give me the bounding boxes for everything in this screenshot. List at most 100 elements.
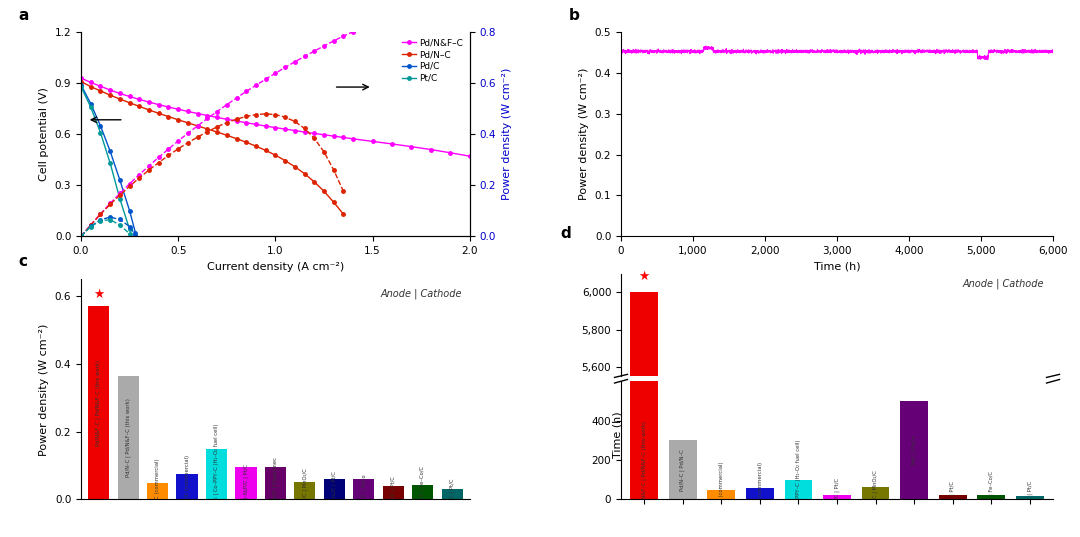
Pd/N&F–C: [143, 99, 156, 105]
Bar: [784, 480, 812, 499]
Bar: [669, 440, 697, 499]
Pd/N&F–C: [502, 179, 515, 185]
Pd/N&F–C: [347, 136, 360, 142]
Text: PdSn/C | Pt/C: PdSn/C | Pt/C: [1027, 481, 1032, 515]
Text: d: d: [561, 226, 571, 241]
Pd/N–C: [75, 78, 87, 85]
Bar: [265, 467, 286, 499]
Y-axis label: Power density (W cm⁻²): Power density (W cm⁻²): [501, 68, 512, 200]
Pd/N–C: [152, 110, 165, 117]
Text: PtRu black | Co–PPY–C (H₂–O₂ fuel cell): PtRu black | Co–PPY–C (H₂–O₂ fuel cell): [214, 424, 219, 524]
Line: Pd/C: Pd/C: [79, 83, 137, 235]
Pd/N–C: [240, 139, 253, 146]
Pd/N&F–C: [498, 172, 511, 179]
Text: Pd/N–C | Pd/N–C: Pd/N–C | Pd/N–C: [680, 449, 686, 491]
Pd/C: [94, 122, 107, 129]
Pt/C: [104, 160, 117, 166]
Pd/N&F–C: [405, 143, 418, 150]
Text: Pd/N–C | Pd/N&F–C (this work): Pd/N–C | Pd/N&F–C (this work): [125, 398, 131, 477]
Pd/N&F–C: [298, 129, 311, 135]
Text: Pt/C | Pt/C (commercial): Pt/C | Pt/C (commercial): [185, 455, 190, 518]
Pd/N&F–C: [463, 153, 476, 159]
Text: ★: ★: [638, 270, 650, 283]
Text: Pd/N&F–C | Pd/N&F–C (this work): Pd/N&F–C | Pd/N&F–C (this work): [96, 360, 102, 446]
Pd/N&F–C: [94, 83, 107, 90]
Bar: [382, 486, 404, 499]
Text: PdSnC | Pt/C: PdSnC | Pt/C: [449, 478, 455, 511]
Bar: [324, 479, 345, 499]
Pd/N–C: [288, 163, 301, 170]
Text: Pd–CeO₂/C | Fe–Co/C: Pd–CeO₂/C | Fe–Co/C: [988, 471, 994, 524]
Pd/C: [113, 177, 126, 183]
Pd/N&F–C: [473, 157, 486, 163]
Pt/C: [123, 226, 136, 233]
X-axis label: Current density (A cm⁻²): Current density (A cm⁻²): [206, 262, 345, 272]
Line: Pd/N–C: Pd/N–C: [79, 80, 346, 216]
Pd/N&F–C: [123, 93, 136, 100]
Pd/N–C: [133, 103, 146, 110]
Pd/N–C: [230, 135, 243, 142]
Text: PtRu/C | Pt/C: PtRu/C | Pt/C: [950, 481, 956, 514]
Bar: [442, 489, 462, 499]
Pd/N–C: [211, 129, 224, 135]
Bar: [413, 485, 433, 499]
Pd/N&F–C: [279, 126, 292, 132]
Pd/N–C: [249, 143, 262, 149]
Pd/N–C: [104, 92, 117, 98]
Pd/C: [75, 82, 87, 88]
Text: ★: ★: [93, 288, 105, 301]
Pd/N&F–C: [162, 104, 175, 110]
Text: PtRu/C | Pt/C: PtRu/C | Pt/C: [391, 476, 396, 509]
Pd/C: [129, 230, 141, 236]
Pd/N&F–C: [152, 101, 165, 108]
Legend: Pd/N&F–C, Pd/N–C, Pd/C, Pt/C: Pd/N&F–C, Pd/N–C, Pd/C, Pt/C: [401, 37, 465, 84]
Pd/N&F–C: [230, 118, 243, 124]
Pd/N&F–C: [483, 161, 496, 168]
Pd/N&F–C: [288, 127, 301, 134]
Bar: [353, 479, 375, 499]
Pt/C: [75, 83, 87, 90]
Text: Pt/C | Pt/C (commercial): Pt/C | Pt/C (commercial): [757, 462, 762, 525]
Pd/N&F–C: [259, 123, 272, 129]
Y-axis label: Power density (W cm⁻²): Power density (W cm⁻²): [39, 323, 50, 455]
Pd/N–C: [123, 99, 136, 106]
Pd/N–C: [279, 157, 292, 164]
Text: Pd₂Ru/C | MnO₂/C: Pd₂Ru/C | MnO₂/C: [302, 468, 308, 513]
Pd/N–C: [327, 199, 340, 206]
Pd/N&F–C: [133, 96, 146, 103]
Bar: [823, 496, 851, 499]
Pd/N–C: [113, 96, 126, 102]
Pd/N&F–C: [84, 79, 97, 85]
Pd/N&F–C: [308, 130, 321, 136]
Text: c: c: [18, 254, 28, 269]
Pd/N–C: [269, 152, 282, 158]
Text: Pd–CeO₂/C | Fe–Co/C: Pd–CeO₂/C | Fe–Co/C: [420, 466, 426, 519]
Pd/N&F–C: [510, 197, 523, 203]
Bar: [901, 401, 928, 499]
Pd/N&F–C: [269, 125, 282, 131]
Bar: [862, 487, 890, 499]
Pd/N&F–C: [366, 138, 379, 144]
Bar: [977, 496, 1005, 499]
Pd/N–C: [162, 113, 175, 120]
Pd/N&F–C: [318, 132, 330, 138]
Bar: [235, 467, 257, 499]
Text: a: a: [18, 8, 29, 23]
Text: Pd–N₂P/C | Pt/C: Pd–N₂P/C | Pt/C: [243, 463, 248, 503]
Pd/N&F–C: [75, 75, 87, 81]
Pd/N&F–C: [181, 108, 194, 115]
Pd/N–C: [259, 147, 272, 154]
Pd/C: [123, 207, 136, 214]
Pd/N&F–C: [220, 116, 233, 122]
Pd/N&F–C: [507, 187, 519, 193]
Pd/N–C: [308, 179, 321, 185]
Pt/C: [94, 129, 107, 136]
Pd/N–C: [172, 117, 185, 123]
Pd/N&F–C: [386, 141, 399, 147]
Line: Pt/C: Pt/C: [79, 85, 132, 231]
Pd/N&F–C: [211, 114, 224, 121]
Text: Pd/C | Pd/C (commercial): Pd/C | Pd/C (commercial): [154, 459, 160, 524]
Text: Anode | Cathode: Anode | Cathode: [963, 279, 1044, 289]
Bar: [746, 488, 773, 499]
Pd/N–C: [220, 132, 233, 139]
